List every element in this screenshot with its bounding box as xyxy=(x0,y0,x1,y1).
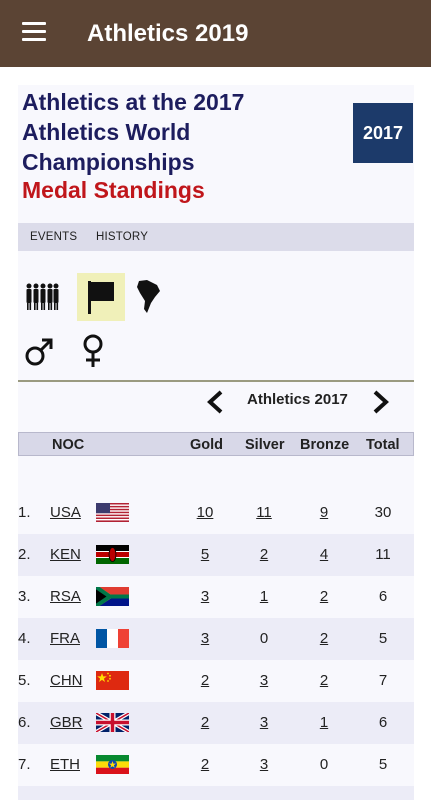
noc-link[interactable]: RSA xyxy=(50,588,81,605)
bronze-count: 0 xyxy=(319,756,329,773)
chevron-right-icon[interactable] xyxy=(371,390,391,414)
table-row: 1. USA 10 11 9 30 xyxy=(18,492,414,534)
gold-count[interactable]: 10 xyxy=(196,504,214,521)
rank: 7. xyxy=(18,756,31,773)
rank: 4. xyxy=(18,630,31,647)
kenya-flag-icon xyxy=(96,545,129,564)
page-subtitle: Medal Standings xyxy=(22,177,205,203)
table-row: 4. FRA 3 0 2 5 xyxy=(18,618,414,660)
total-count: 5 xyxy=(378,756,388,773)
total-count: 6 xyxy=(378,714,388,731)
bronze-count[interactable]: 1 xyxy=(319,714,329,731)
silver-count[interactable]: 11 xyxy=(256,504,272,521)
rank: 1. xyxy=(18,504,31,521)
gold-count[interactable]: 3 xyxy=(200,630,210,647)
china-flag-icon xyxy=(96,671,129,690)
rank: 3. xyxy=(18,588,31,605)
noc-link[interactable]: ETH xyxy=(50,756,80,773)
silver-count[interactable]: 3 xyxy=(259,756,269,773)
table-row: 6. GBR 2 3 1 6 xyxy=(18,702,414,744)
app-bar: Athletics 2019 xyxy=(0,0,431,67)
page-title: Athletics at the 2017 Athletics World Ch… xyxy=(22,89,245,175)
silver-count: 0 xyxy=(259,630,269,647)
female-icon[interactable] xyxy=(78,333,108,369)
tab-bar: EVENTS HISTORY xyxy=(18,223,414,251)
noc-link[interactable]: CHN xyxy=(50,672,83,689)
header-noc[interactable]: NOC xyxy=(52,437,85,453)
medal-panel: Athletics at the 2017 Athletics World Ch… xyxy=(18,85,414,800)
noc-link[interactable]: KEN xyxy=(50,546,81,563)
year-badge: 2017 xyxy=(353,103,413,163)
total-count: 30 xyxy=(374,504,392,521)
total-count: 6 xyxy=(378,588,388,605)
group-icon[interactable] xyxy=(22,273,62,319)
tab-history[interactable]: HISTORY xyxy=(96,231,149,243)
gold-count[interactable]: 3 xyxy=(200,588,210,605)
uk-flag-icon xyxy=(96,713,129,732)
silver-count[interactable]: 3 xyxy=(259,714,269,731)
gold-count[interactable]: 2 xyxy=(200,714,210,731)
header-total[interactable]: Total xyxy=(366,437,400,453)
flag-icon[interactable] xyxy=(77,273,125,321)
noc-link[interactable]: USA xyxy=(50,504,81,521)
noc-link[interactable]: FRA xyxy=(50,630,80,647)
gold-count[interactable]: 5 xyxy=(200,546,210,563)
silver-count[interactable]: 3 xyxy=(259,672,269,689)
table-row: 2. KEN 5 2 4 11 xyxy=(18,534,414,576)
edition-label: Athletics 2017 xyxy=(247,391,348,408)
gold-count[interactable]: 2 xyxy=(200,756,210,773)
usa-flag-icon xyxy=(96,503,129,522)
header-gold[interactable]: Gold xyxy=(190,437,224,453)
bronze-count[interactable]: 9 xyxy=(319,504,329,521)
bronze-count[interactable]: 2 xyxy=(319,588,329,605)
silver-count[interactable]: 2 xyxy=(259,546,269,563)
table-row: 5. CHN 2 3 2 7 xyxy=(18,660,414,702)
total-count: 11 xyxy=(375,546,391,563)
south-america-icon[interactable] xyxy=(133,277,163,317)
header-bronze[interactable]: Bronze xyxy=(300,437,350,453)
total-count: 5 xyxy=(378,630,388,647)
male-icon[interactable] xyxy=(22,335,56,369)
south-africa-flag-icon xyxy=(96,587,129,606)
noc-link[interactable]: GBR xyxy=(50,714,83,731)
table-row: 7. ETH 2 3 0 5 xyxy=(18,744,414,786)
tab-events[interactable]: EVENTS xyxy=(30,231,78,243)
rank: 6. xyxy=(18,714,31,731)
gold-count[interactable]: 2 xyxy=(200,672,210,689)
total-count: 7 xyxy=(378,672,388,689)
table-header: NOC Gold Silver Bronze Total xyxy=(18,432,414,456)
app-title: Athletics 2019 xyxy=(87,20,249,47)
rank: 2. xyxy=(18,546,31,563)
table-row xyxy=(18,786,414,800)
chevron-left-icon[interactable] xyxy=(205,390,225,414)
hamburger-menu-icon[interactable] xyxy=(22,22,46,44)
bronze-count[interactable]: 4 xyxy=(319,546,329,563)
rank: 5. xyxy=(18,672,31,689)
silver-count[interactable]: 1 xyxy=(259,588,269,605)
france-flag-icon xyxy=(96,629,129,648)
section-divider xyxy=(18,380,414,382)
table-row: 3. RSA 3 1 2 6 xyxy=(18,576,414,618)
bronze-count[interactable]: 2 xyxy=(319,672,329,689)
ethiopia-flag-icon xyxy=(96,755,129,774)
header-silver[interactable]: Silver xyxy=(245,437,285,453)
bronze-count[interactable]: 2 xyxy=(319,630,329,647)
